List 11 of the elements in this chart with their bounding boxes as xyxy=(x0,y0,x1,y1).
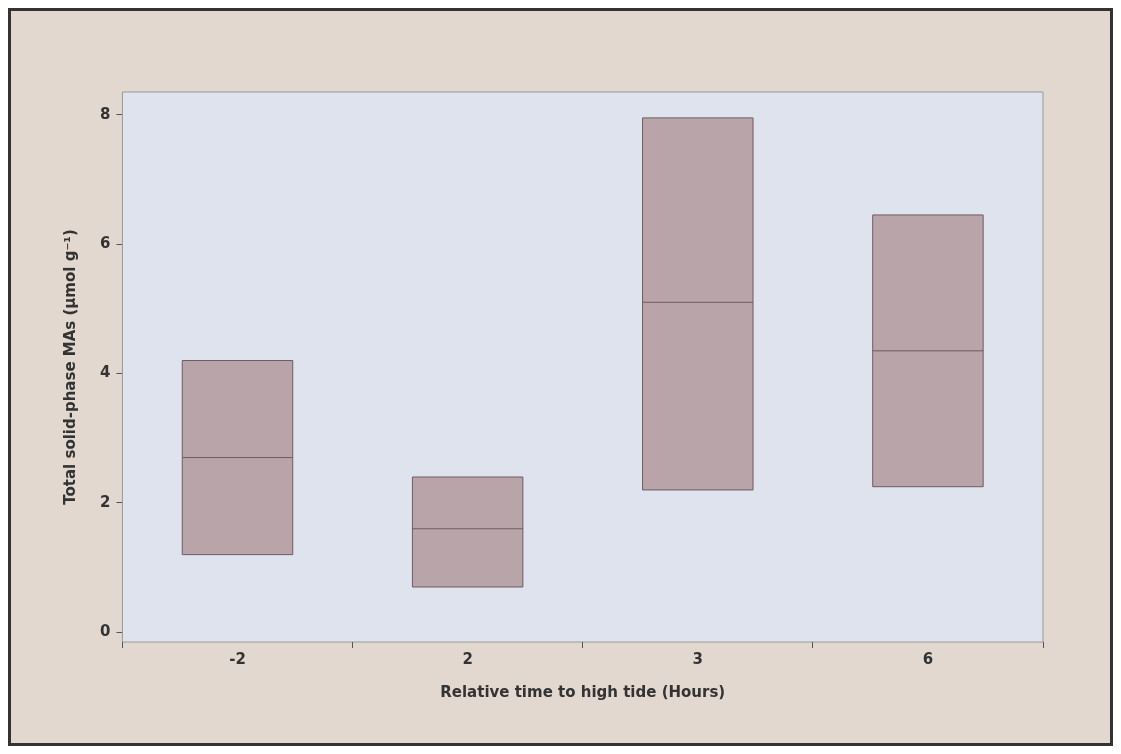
x-tick-label: -2 xyxy=(229,649,246,668)
y-tick-label: 2 xyxy=(100,492,111,511)
y-axis-title: Total solid-phase MAs (µmol g⁻¹) xyxy=(60,229,79,505)
x-tick-label: 3 xyxy=(692,649,704,668)
y-tick-label: 8 xyxy=(100,104,111,123)
y-tick-label: 4 xyxy=(100,363,111,382)
x-axis-title: Relative time to high tide (Hours) xyxy=(440,682,726,701)
x-tick-label: 6 xyxy=(922,649,934,668)
y-tick-label: 6 xyxy=(100,233,111,252)
y-tick-label: 0 xyxy=(100,622,111,641)
x-tick-label: 2 xyxy=(462,649,473,668)
